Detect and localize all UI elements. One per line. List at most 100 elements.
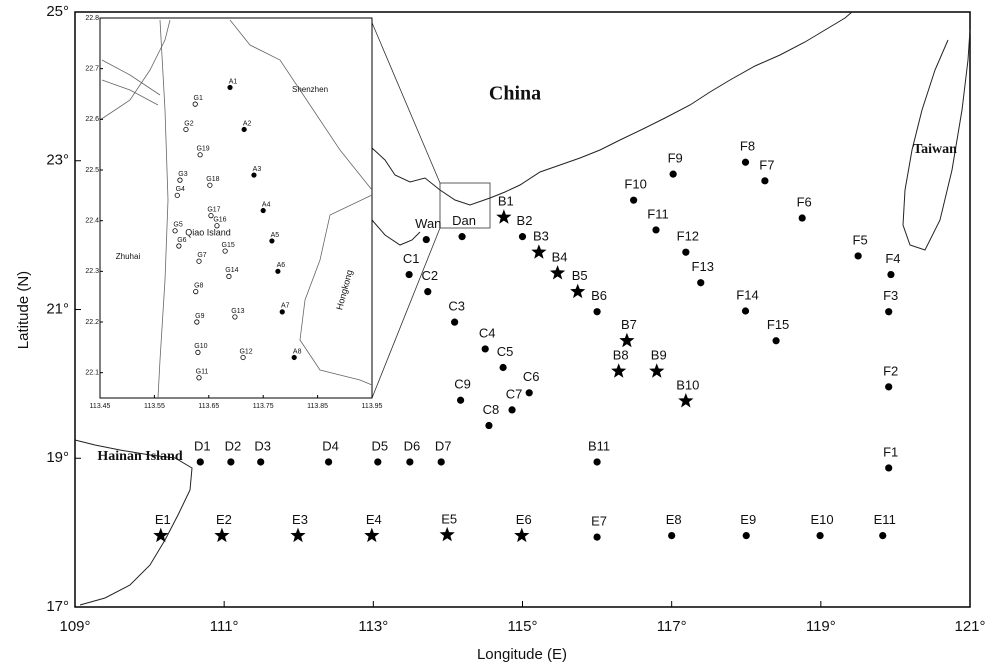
- inset-y-tick-label: 22.5: [85, 167, 99, 174]
- inset-place-label: Qiao Island: [185, 227, 231, 237]
- station-label: C3: [448, 299, 465, 314]
- y-tick-label: 17°: [46, 598, 69, 615]
- station-dot: [593, 458, 601, 466]
- station-label: C4: [479, 325, 496, 340]
- station-label: D7: [435, 438, 452, 453]
- station-label: E5: [441, 511, 457, 526]
- station-label: E10: [811, 512, 834, 527]
- inset-station: [260, 207, 266, 214]
- station-dot: [798, 214, 806, 222]
- station-label: B10: [676, 377, 699, 392]
- station-label: B6: [591, 288, 607, 303]
- inset-x-tick-label: 113.75: [253, 403, 274, 410]
- station-dot: [485, 421, 493, 430]
- inset-station: [196, 258, 202, 264]
- station-star: [439, 526, 455, 542]
- x-tick-label: 121°: [954, 618, 985, 635]
- inset-station: [197, 152, 203, 158]
- hainan-coastline: [74, 439, 193, 606]
- inset-y-tick-label: 22.8: [85, 15, 99, 22]
- x-tick-label: 113°: [358, 618, 388, 635]
- station-label: E4: [366, 512, 382, 527]
- station-dot: [885, 383, 893, 391]
- station-label: F2: [883, 363, 898, 378]
- inset-station: [196, 375, 202, 381]
- inset-station: [226, 273, 232, 279]
- station-label: B5: [572, 268, 588, 283]
- station-star: [514, 527, 530, 543]
- inset-station: [222, 248, 228, 254]
- inset-station-label: G11: [196, 369, 209, 376]
- inset-place-label: Zhuhai: [116, 252, 141, 261]
- inset-station-label: G5: [173, 222, 182, 229]
- station-label: C6: [523, 369, 540, 384]
- inset-station-label: G1: [194, 95, 203, 102]
- inset-station-label: G10: [194, 343, 207, 350]
- inset-station-label: G3: [178, 171, 187, 178]
- inset-station-label: G16: [213, 217, 226, 224]
- inset-connector: [369, 17, 441, 184]
- station-dot: [458, 233, 466, 241]
- inset-station-label: G7: [197, 252, 206, 259]
- station-label: F7: [759, 157, 774, 172]
- station-label: B8: [613, 348, 629, 363]
- china-coastline: [371, 11, 853, 206]
- station-dot: [456, 396, 465, 404]
- inset-x-tick-label: 113.95: [362, 403, 383, 410]
- station-dot: [697, 279, 705, 287]
- inset-station-label: A2: [243, 120, 252, 127]
- station-dot: [481, 345, 489, 353]
- inset-y-tick-label: 22.3: [85, 268, 99, 275]
- station-star: [214, 527, 230, 543]
- station-label: B2: [517, 213, 533, 228]
- station-label: F12: [677, 229, 699, 244]
- inset-place-label: Shenzhen: [292, 85, 328, 94]
- station-label: E9: [740, 512, 756, 527]
- station-dot: [593, 308, 601, 316]
- station-label: F9: [668, 151, 683, 166]
- station-label: F13: [692, 259, 714, 274]
- inset-station-label: G2: [184, 120, 193, 127]
- y-tick-label: 19°: [46, 449, 69, 466]
- taiwan-coastline: [902, 29, 971, 251]
- inset-station: [208, 213, 214, 219]
- inset-station-label: A3: [253, 166, 262, 173]
- x-tick-label: 109°: [59, 618, 90, 635]
- station-label: F3: [883, 288, 898, 303]
- station-label: B9: [651, 348, 667, 363]
- x-tick-label: 117°: [657, 618, 687, 635]
- station-label: B7: [621, 317, 637, 332]
- station-label: E11: [874, 512, 896, 527]
- inset-x-tick-label: 113.55: [144, 403, 165, 410]
- inset-x-tick-label: 113.85: [307, 403, 328, 410]
- station-star: [496, 209, 512, 224]
- station-label: C1: [403, 251, 420, 266]
- inset-station: [251, 172, 257, 178]
- inset-station-label: A7: [281, 303, 290, 310]
- station-star: [531, 244, 547, 259]
- inset-station-label: G14: [225, 267, 238, 274]
- station-label: C7: [506, 386, 523, 401]
- station-dot: [525, 389, 533, 397]
- inset-station-label: G13: [231, 308, 244, 315]
- station-dot: [652, 226, 660, 234]
- station-label: D5: [371, 438, 388, 453]
- station-star: [549, 265, 566, 280]
- inset-station: [275, 268, 281, 274]
- inset-station-label: A1: [229, 78, 238, 85]
- station-label: E1: [155, 512, 171, 527]
- station-label: E6: [516, 512, 532, 527]
- station-dot: [437, 458, 445, 466]
- inset-station-label: G6: [177, 237, 186, 244]
- station-label: D1: [194, 438, 211, 453]
- station-dot: [668, 532, 676, 540]
- station-label: B4: [552, 249, 568, 264]
- inset-station-label: A4: [262, 201, 271, 208]
- station-dot: [422, 235, 430, 244]
- inset-station: [241, 126, 247, 133]
- inset-station: [183, 126, 189, 133]
- station-dot: [885, 308, 893, 316]
- station-star: [364, 527, 380, 543]
- inset-station: [240, 354, 246, 361]
